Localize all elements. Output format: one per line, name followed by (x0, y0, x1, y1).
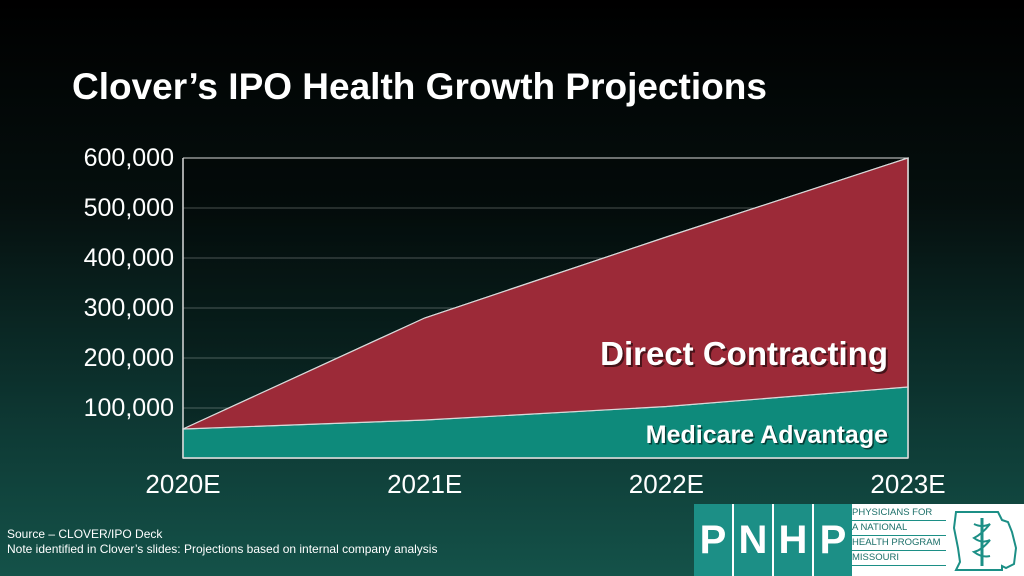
y-tick-label: 400,000 (84, 244, 174, 272)
y-tick-label: 200,000 (84, 344, 174, 372)
source-notes: Source – CLOVER/IPO Deck Note identified… (7, 527, 437, 557)
logo-letter-n: N (734, 504, 772, 576)
logo-line-4: MISSOURI (852, 551, 946, 566)
logo-text: PHYSICIANS FOR A NATIONAL HEALTH PROGRAM… (852, 506, 946, 566)
logo-line-3: HEALTH PROGRAM (852, 536, 946, 551)
logo-letter-p1: P (694, 504, 732, 576)
area-chart: 600,000 500,000 400,000 300,000 200,000 100,0… (84, 144, 945, 499)
x-tick-label: 2020E (145, 469, 220, 499)
series-label-shadow: Direct Contracting (602, 337, 890, 374)
logo-line-2: A NATIONAL (852, 521, 946, 536)
logo-letter-p2: P (814, 504, 852, 576)
chart-title: Clover’s IPO Health Growth Projections (72, 66, 767, 107)
y-tick-label: 500,000 (84, 194, 174, 222)
y-tick-label: 300,000 (84, 294, 174, 322)
x-tick-label: 2022E (629, 469, 704, 499)
y-tick-label: 600,000 (84, 144, 174, 172)
series-label-shadow: Medicare Advantage (647, 423, 889, 451)
pnhp-logo: P N H P PHYSICIANS FOR A NATIONAL HEALTH… (694, 504, 1024, 576)
series-label-direct-contracting: Direct Contracting (600, 335, 888, 372)
note-line: Note identified in Clover’s slides: Proj… (7, 542, 438, 556)
missouri-state-caduceus-icon (952, 511, 1018, 571)
source-line: Source – CLOVER/IPO Deck (7, 527, 163, 541)
series-label-medicare-advantage: Medicare Advantage (646, 421, 888, 449)
x-tick-label: 2021E (387, 469, 462, 499)
logo-letter-h: H (774, 504, 812, 576)
y-tick-label: 100,000 (84, 394, 174, 422)
logo-letters: P N H P (694, 504, 854, 576)
logo-line-1: PHYSICIANS FOR (852, 506, 946, 521)
x-tick-label: 2023E (870, 469, 945, 499)
